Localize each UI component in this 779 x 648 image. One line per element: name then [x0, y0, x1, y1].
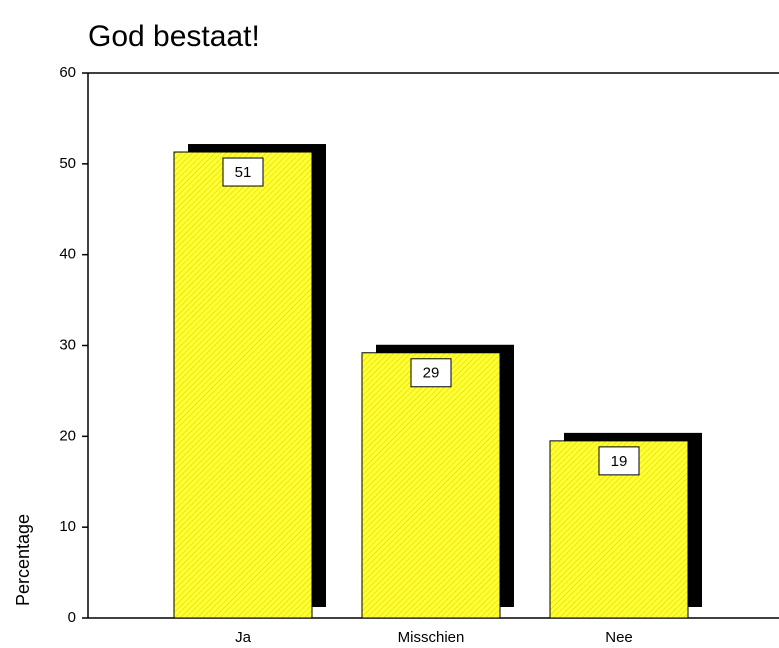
x-tick-label: Ja [235, 629, 252, 646]
y-tick-label: 40 [59, 246, 76, 263]
value-label-box [410, 358, 452, 388]
chart-title: God bestaat! [88, 20, 260, 53]
y-tick-label: 60 [59, 64, 76, 81]
y-tick-label: 10 [59, 518, 76, 535]
value-label: 19 [611, 453, 628, 470]
y-tick-label: 50 [59, 155, 76, 172]
x-tick-label: Misschien [398, 629, 465, 646]
bar [361, 352, 501, 619]
y-tick-label: 30 [59, 336, 76, 353]
y-tick-label: 20 [59, 427, 76, 444]
value-label: 51 [235, 164, 252, 181]
bar [173, 151, 313, 619]
value-label-box [222, 157, 264, 187]
value-label-box [598, 446, 640, 476]
x-tick-label: Nee [605, 629, 633, 646]
value-label: 29 [423, 365, 440, 382]
y-tick-label: 0 [68, 609, 76, 626]
y-axis-label: Percentage [13, 514, 33, 606]
